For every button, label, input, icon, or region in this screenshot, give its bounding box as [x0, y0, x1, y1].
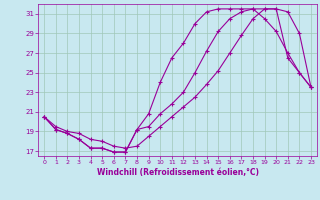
X-axis label: Windchill (Refroidissement éolien,°C): Windchill (Refroidissement éolien,°C) — [97, 168, 259, 177]
